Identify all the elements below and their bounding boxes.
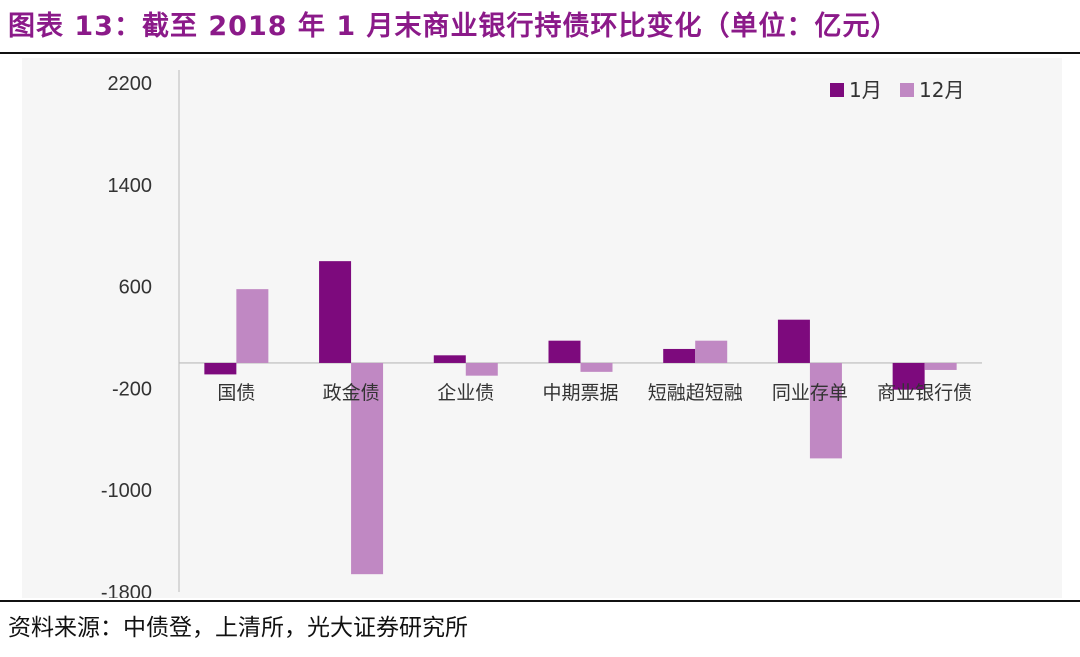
legend-swatch (900, 83, 914, 97)
bar-jan (319, 261, 352, 363)
bar-jan (777, 319, 810, 363)
y-tick-label: 600 (119, 277, 152, 299)
bar-jan (663, 348, 696, 363)
x-category-label: 同业存单 (772, 382, 848, 404)
bar-dec (580, 362, 613, 372)
x-category-label: 短融超短融 (648, 382, 743, 404)
x-category-label: 企业债 (437, 382, 494, 404)
y-tick-label: 1400 (108, 175, 153, 197)
legend-label: 1月 (849, 78, 882, 102)
bar-dec (695, 340, 728, 363)
bar-jan (204, 362, 237, 375)
legend-swatch (830, 83, 844, 97)
source-note: 资料来源：中债登，上清所，光大证券研究所 (8, 615, 468, 641)
chart-panel: 2200 1400 600 -200 -1000 -1800 国债 政金债 企业债 中期票据 短融超… (22, 58, 1062, 598)
bar-dec (465, 362, 498, 376)
bar-dec (924, 362, 957, 370)
x-category-label: 商业银行债 (877, 382, 972, 404)
bar-jan (548, 340, 581, 363)
bar-dec (351, 362, 384, 575)
y-tick-label: 2200 (108, 73, 153, 95)
y-tick-label: -200 (112, 378, 152, 400)
source-divider (0, 600, 1080, 602)
chart-title: 图表 13：截至 2018 年 1 月末商业银行持债环比变化（单位：亿元） (8, 11, 899, 42)
legend-label: 12月 (919, 78, 964, 102)
bar-jan (433, 355, 466, 363)
y-tick-label: -1000 (101, 480, 152, 502)
title-divider (0, 52, 1080, 54)
bar-chart: 2200 1400 600 -200 -1000 -1800 国债 政金债 企业债 中期票据 短融超… (101, 70, 982, 598)
bar-jan (892, 362, 925, 390)
y-tick-label: -1800 (101, 582, 152, 598)
x-category-label: 中期票据 (542, 382, 618, 404)
x-category-label: 国债 (217, 382, 255, 404)
bar-dec (809, 362, 842, 459)
bar-dec (236, 289, 269, 363)
x-category-label: 政金债 (323, 382, 380, 404)
